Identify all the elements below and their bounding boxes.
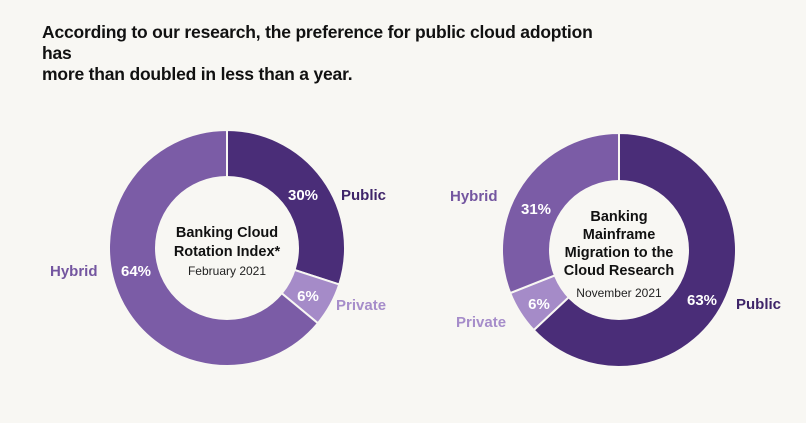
slice-value-public: 30%: [288, 187, 318, 204]
center-title-line: Rotation Index*: [174, 244, 281, 260]
headline: According to our research, the preferenc…: [42, 22, 602, 85]
slice-value-hybrid: 64%: [121, 263, 151, 280]
center-title-line: Mainframe: [583, 227, 656, 243]
donut-hole: [155, 176, 299, 320]
slice-label-private: Private: [456, 314, 506, 331]
slice-value-private: 6%: [297, 288, 319, 305]
slice-label-public: Public: [341, 187, 386, 204]
slice-label-private: Private: [336, 297, 386, 314]
slice-label-public: Public: [736, 296, 781, 313]
donut-chart-feb-2021: Banking Cloud Rotation Index* February 2…: [50, 128, 386, 367]
center-subtitle: February 2021: [188, 264, 266, 278]
donut-hole: [549, 180, 689, 320]
center-title-line: Banking: [590, 209, 647, 225]
headline-line-2: more than doubled in less than a year.: [42, 64, 353, 84]
center-subtitle: November 2021: [576, 286, 662, 300]
slice-label-hybrid: Hybrid: [50, 263, 98, 280]
slice-value-public: 63%: [687, 292, 717, 309]
slice-value-private: 6%: [528, 296, 550, 313]
center-title-line: Migration to the: [565, 245, 674, 261]
center-title-line: Banking Cloud: [176, 225, 278, 241]
headline-line-1: According to our research, the preferenc…: [42, 22, 593, 63]
center-title-line: Cloud Research: [564, 263, 674, 279]
slice-label-hybrid: Hybrid: [450, 188, 498, 205]
donut-chart-nov-2021: Banking Mainframe Migration to the Cloud…: [450, 131, 781, 368]
slice-value-hybrid: 31%: [521, 201, 551, 218]
